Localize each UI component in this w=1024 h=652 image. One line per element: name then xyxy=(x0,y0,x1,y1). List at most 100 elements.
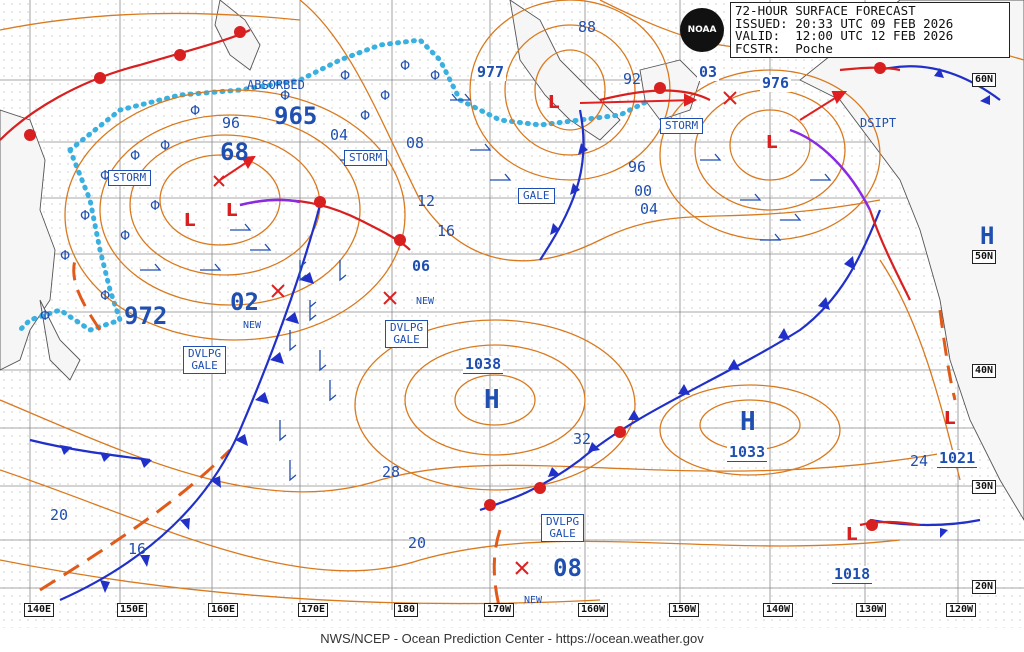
isobar-label: 16 xyxy=(437,222,456,240)
pressure-center-1018: 1018 xyxy=(832,565,873,584)
isobar-label: 08 xyxy=(406,134,425,152)
latitude-tick: 40N xyxy=(972,364,997,378)
svg-text:L: L xyxy=(846,524,857,545)
valid-label: VALID: xyxy=(735,28,781,43)
svg-text:Φ: Φ xyxy=(60,249,70,264)
warm-front-bumps xyxy=(24,26,886,531)
svg-text:Φ: Φ xyxy=(130,149,140,164)
latitude-tick: 30N xyxy=(972,480,997,494)
svg-text:L: L xyxy=(184,210,195,231)
isobar-label: 96 xyxy=(222,114,241,132)
pressure-center-977: 977 xyxy=(475,63,507,81)
new-low-x-marks xyxy=(213,91,737,575)
isobar-label: 32 xyxy=(573,430,592,448)
longitude-tick: 160E xyxy=(208,603,239,617)
noaa-logo-text: NOAA xyxy=(687,25,717,35)
isobar-label: 92 xyxy=(623,70,642,88)
isobar-label: 12 xyxy=(417,192,436,210)
longitude-tick: 150W xyxy=(669,603,700,617)
svg-text:Φ: Φ xyxy=(190,104,200,119)
svg-text:Φ: Φ xyxy=(340,69,350,84)
low-symbols: L L L L L L xyxy=(184,92,955,545)
svg-text:L: L xyxy=(766,132,777,153)
longitude-tick: 160W xyxy=(578,603,609,617)
latitude-tick: 50N xyxy=(972,250,997,264)
forecaster-name: Poche xyxy=(795,40,833,56)
isobar-label: 28 xyxy=(382,463,401,481)
isobar-label: 16 xyxy=(128,540,147,558)
pressure-center-972: 972 xyxy=(124,302,168,330)
warning-developing-gale: DVLPG GALE xyxy=(385,320,429,348)
pressure-center-1033: 1033 xyxy=(727,443,768,462)
pressure-center-06: 06 xyxy=(410,257,433,275)
longitude-tick: 140W xyxy=(763,603,794,617)
isobar-label: 88 xyxy=(578,18,597,36)
svg-text:L: L xyxy=(944,408,955,429)
isobar-label: 04 xyxy=(640,200,659,218)
pressure-center-965: 965 xyxy=(274,102,318,130)
svg-text:Φ: Φ xyxy=(150,199,160,214)
isobar-label: 20 xyxy=(408,534,427,552)
svg-text:Φ: Φ xyxy=(380,89,390,104)
isobar-label: 04 xyxy=(330,126,349,144)
pressure-center-02: 02 xyxy=(230,288,259,316)
warning-storm: STORM xyxy=(344,150,388,166)
high-symbol: H xyxy=(980,222,995,250)
isobar-label: 00 xyxy=(634,182,653,200)
footer-credit: NWS/NCEP - Ocean Prediction Center - htt… xyxy=(0,628,1024,652)
svg-text:Φ: Φ xyxy=(280,89,290,104)
pressure-center-08: 08 xyxy=(553,554,582,582)
longitude-tick: 140E xyxy=(24,603,55,617)
longitude-tick: 170W xyxy=(484,603,515,617)
forecaster-label: FCSTR: xyxy=(735,40,781,56)
isobar-label: 20 xyxy=(50,506,69,524)
svg-text:Φ: Φ xyxy=(80,209,90,224)
svg-text:Φ: Φ xyxy=(40,309,50,324)
coastlines xyxy=(0,0,1024,521)
new-annotation: NEW xyxy=(243,320,262,331)
svg-text:Φ: Φ xyxy=(160,139,170,154)
warning-developing-gale: DVLPG GALE xyxy=(183,346,227,374)
high-symbol: H xyxy=(740,407,756,437)
latitude-tick: 20N xyxy=(972,580,997,594)
noaa-logo: NOAA xyxy=(680,8,724,52)
high-symbol: H xyxy=(484,385,500,415)
svg-text:L: L xyxy=(226,200,237,221)
svg-text:Φ: Φ xyxy=(360,109,370,124)
longitude-tick: 150E xyxy=(117,603,148,617)
forecast-header: 72-HOUR SURFACE FORECAST ISSUED: 20:33 U… xyxy=(730,2,1010,58)
pressure-center-976: 976 xyxy=(760,74,792,92)
troughs xyxy=(39,259,957,611)
issued-label: ISSUED: xyxy=(735,15,788,31)
pressure-center-68: 68 xyxy=(220,138,249,166)
svg-text:Φ: Φ xyxy=(400,59,410,74)
dissipating-annotation: DSIPT xyxy=(860,116,897,130)
longitude-tick: 130W xyxy=(856,603,887,617)
isobar-label: 24 xyxy=(910,452,929,470)
svg-text:Φ: Φ xyxy=(430,69,440,84)
warning-developing-gale: DVLPG GALE xyxy=(541,514,585,542)
svg-text:Φ: Φ xyxy=(100,169,110,184)
absorbed-annotation: ABSORBED xyxy=(247,78,305,92)
pressure-center-1038: 1038 xyxy=(463,355,504,374)
warning-gale: GALE xyxy=(518,188,555,204)
new-annotation: NEW xyxy=(416,296,435,307)
pressure-center-1021: 1021 xyxy=(937,449,978,468)
longitude-tick: 120W xyxy=(946,603,977,617)
svg-text:Φ: Φ xyxy=(100,289,110,304)
valid-time: 12:00 UTC 12 FEB 2026 xyxy=(795,28,954,43)
isobar-label: 96 xyxy=(628,158,647,176)
warning-storm: STORM xyxy=(108,170,152,186)
warning-storm: STORM xyxy=(660,118,704,134)
ice-edge xyxy=(17,37,653,333)
forecast-title: 72-HOUR SURFACE FORECAST xyxy=(735,3,916,18)
svg-text:Φ: Φ xyxy=(120,229,130,244)
longitude-tick: 170E xyxy=(298,603,329,617)
movement-arrows xyxy=(219,91,848,181)
issued-time: 20:33 UTC 09 FEB 2026 xyxy=(795,15,954,31)
new-annotation: NEW xyxy=(524,595,543,606)
latitude-tick: 60N xyxy=(972,73,997,87)
longitude-tick: 180 xyxy=(394,603,419,617)
